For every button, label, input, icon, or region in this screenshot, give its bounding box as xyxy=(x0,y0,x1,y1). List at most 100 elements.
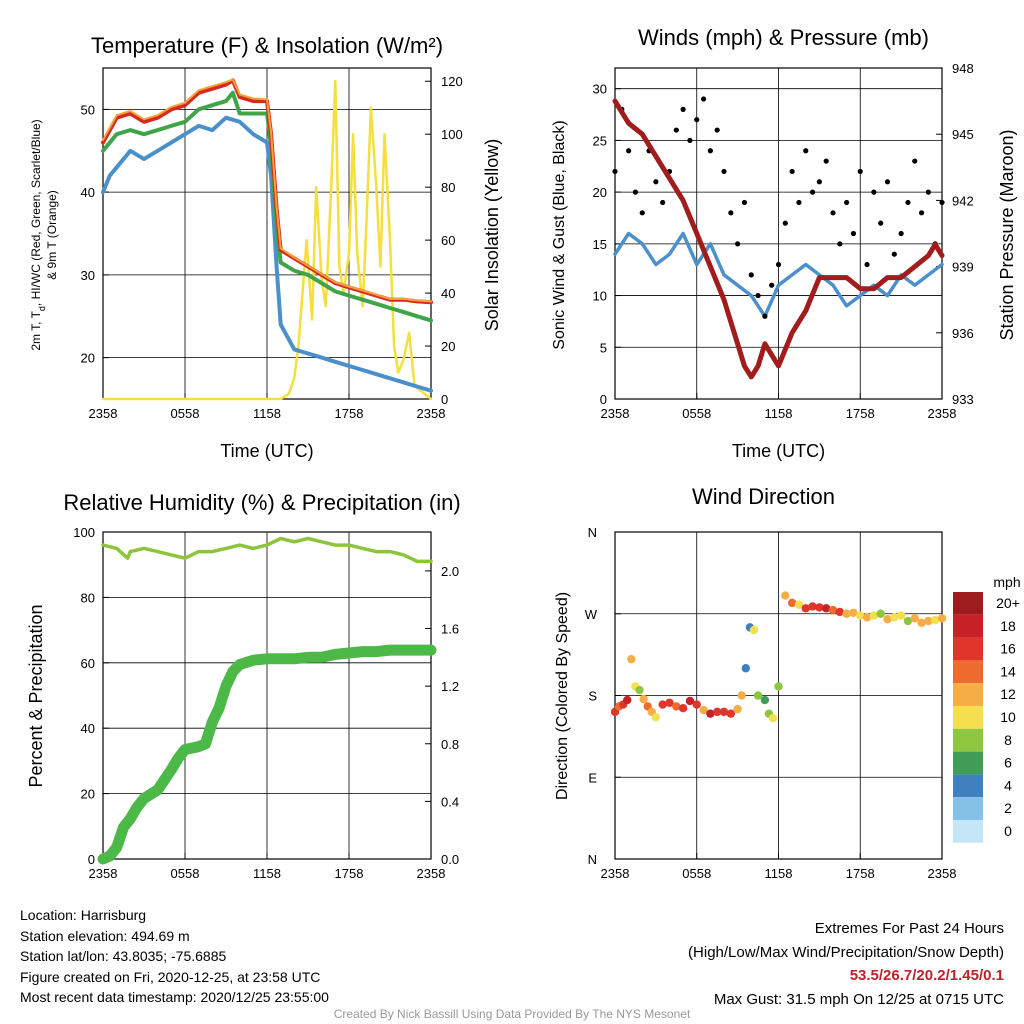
y2-tick-label: 0.0 xyxy=(441,852,459,867)
gust-point xyxy=(728,210,734,216)
y-tick-label: 0 xyxy=(88,852,95,867)
gust-point xyxy=(612,168,618,175)
gust-point xyxy=(660,199,666,206)
direction-point xyxy=(849,608,858,618)
x-tick-label: 2358 xyxy=(417,866,446,881)
direction-point xyxy=(937,614,947,623)
legend-label: 20+ xyxy=(996,595,1020,611)
gust-point xyxy=(816,179,822,185)
direction-point xyxy=(774,682,783,691)
gust-point xyxy=(844,199,850,206)
direction-point xyxy=(835,607,845,617)
x-tick-label: 2358 xyxy=(417,406,446,421)
direction-point xyxy=(623,695,632,705)
direction-point xyxy=(787,598,797,608)
legend-swatch xyxy=(953,797,983,820)
y-tick-label: 20 xyxy=(81,351,95,366)
y-axis-label: Direction (Colored By Speed) xyxy=(554,592,571,800)
x-tick-label: 1158 xyxy=(253,406,281,421)
direction-point xyxy=(665,698,674,707)
chart-title: Winds (mph) & Pressure (mb) xyxy=(638,25,929,50)
direction-point xyxy=(719,707,729,717)
gust-point xyxy=(939,199,945,206)
legend-label: 12 xyxy=(1000,686,1016,702)
series-line xyxy=(102,78,432,303)
gust-point xyxy=(905,199,911,206)
x-tick-label: 1158 xyxy=(765,866,793,881)
x-axis-label: Time (UTC) xyxy=(220,441,313,461)
x-tick-label: 1758 xyxy=(846,866,875,881)
y-tick-label: 15 xyxy=(593,237,607,252)
elevation-text: Station elevation: 494.69 m xyxy=(20,927,190,944)
y-tick-label: 80 xyxy=(81,590,95,605)
x-tick-label: 2358 xyxy=(928,406,957,421)
gust-point xyxy=(632,189,639,195)
legend-label: 6 xyxy=(1004,755,1012,771)
y2-tick-label: 942 xyxy=(952,193,974,208)
x-tick-label: 0558 xyxy=(682,866,711,881)
location-text: Location: Harrisburg xyxy=(20,907,147,923)
gust-point xyxy=(714,127,720,133)
legend-title: mph xyxy=(993,574,1020,590)
gust-point xyxy=(891,251,897,257)
created-text: Figure created on Fri, 2020-12-25, at 23… xyxy=(20,968,321,985)
direction-point xyxy=(930,615,940,625)
direction-point xyxy=(658,700,667,709)
direction-point xyxy=(692,700,701,709)
chart-title: Wind Direction xyxy=(692,484,835,509)
y-tick-label: 40 xyxy=(81,185,95,200)
y2-tick-label: 948 xyxy=(952,61,974,76)
gust-point xyxy=(748,272,754,278)
y-tick-label: N xyxy=(588,852,597,867)
y-tick-label: 20 xyxy=(81,787,95,802)
gust-point xyxy=(741,199,748,206)
x-tick-label: 1758 xyxy=(846,406,875,421)
x-tick-label: 2358 xyxy=(601,406,630,421)
direction-point xyxy=(733,704,742,714)
x-tick-label: 0558 xyxy=(171,406,200,421)
direction-point xyxy=(883,615,892,624)
y2-tick-label: 936 xyxy=(952,326,974,341)
y2-tick-label: 1.2 xyxy=(441,679,459,694)
direction-point xyxy=(685,696,695,706)
direction-point xyxy=(749,625,759,635)
y2-tick-label: 0 xyxy=(441,392,448,407)
y2-tick-label: 0.4 xyxy=(441,794,459,809)
y-tick-label: 10 xyxy=(593,289,607,304)
gust-point xyxy=(857,168,863,175)
gust-point xyxy=(925,189,931,195)
legend-label: 8 xyxy=(1004,732,1012,748)
gust-point xyxy=(700,96,707,102)
extremes-info: Extremes For Past 24 Hours (High/Low/Max… xyxy=(688,917,1004,1011)
gust-point xyxy=(789,168,795,175)
y-tick-label: 50 xyxy=(81,102,95,117)
gust-point xyxy=(837,241,843,247)
y2-tick-label: 945 xyxy=(952,127,974,142)
y2-tick-label: 1.6 xyxy=(441,622,459,637)
direction-point xyxy=(801,604,810,613)
chart-title: Temperature (F) & Insolation (W/m²) xyxy=(91,33,443,58)
y-axis-label: 2m T, Td, HI/WC (Red, Green, Scarlet/Blu… xyxy=(29,119,47,350)
x-axis-label: Time (UTC) xyxy=(732,441,825,461)
y-tick-label: 0 xyxy=(600,392,607,407)
direction-point xyxy=(706,709,715,718)
y-tick-label: 25 xyxy=(593,133,607,148)
direction-point xyxy=(712,707,722,717)
direction-point xyxy=(896,611,906,620)
recent-data-text: Most recent data timestamp: 2020/12/25 2… xyxy=(20,989,329,1005)
wind-line xyxy=(613,231,944,319)
gust-point xyxy=(762,313,768,319)
direction-point xyxy=(699,705,708,715)
gust-point xyxy=(823,158,829,164)
gust-point xyxy=(871,189,877,195)
direction-point xyxy=(726,709,736,718)
gust-point xyxy=(809,189,816,195)
y-tick-label: W xyxy=(585,607,598,622)
gust-point xyxy=(918,210,925,216)
y-tick-label: 40 xyxy=(81,721,95,736)
direction-point xyxy=(672,702,681,711)
direction-point xyxy=(815,603,824,612)
x-tick-label: 1758 xyxy=(335,406,364,421)
direction-point xyxy=(876,609,885,618)
direction-point xyxy=(753,691,763,700)
